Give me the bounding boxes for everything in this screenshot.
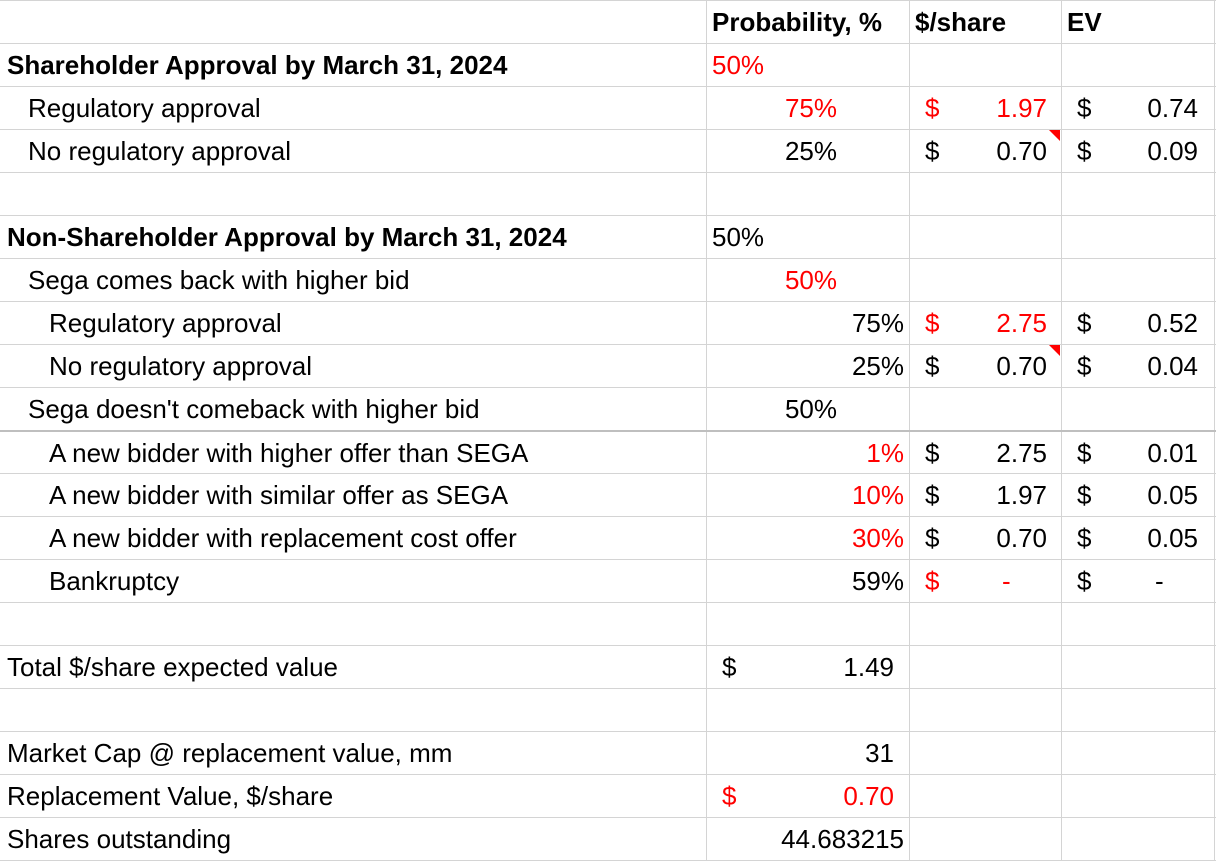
row-divider	[0, 344, 1216, 345]
ev-cell[interactable]: 0.04	[1147, 351, 1198, 381]
header-probability[interactable]: Probability, %	[712, 7, 882, 37]
currency-symbol: $	[1077, 351, 1092, 381]
row-divider	[0, 43, 1216, 44]
row-label[interactable]: Replacement Value, $/share	[7, 781, 334, 811]
row-divider	[0, 129, 1216, 130]
currency-symbol: $	[925, 566, 940, 596]
row-label[interactable]: No regulatory approval	[49, 351, 313, 381]
row-label[interactable]: A new bidder with higher offer than SEGA	[49, 438, 529, 468]
price-per-share-cell[interactable]: 0.70	[996, 351, 1047, 381]
probability-cell[interactable]: 25%	[851, 351, 904, 381]
row-label[interactable]: A new bidder with replacement cost offer	[49, 523, 517, 553]
probability-cell[interactable]: 75%	[784, 93, 837, 123]
probability-cell[interactable]: 50%	[712, 222, 765, 252]
ev-cell[interactable]: 0.74	[1147, 93, 1198, 123]
price-per-share-cell[interactable]: -	[1002, 566, 1011, 596]
currency-symbol: $	[925, 523, 940, 553]
currency-symbol: $	[722, 652, 737, 682]
currency-symbol: $	[1077, 93, 1092, 123]
row-label[interactable]: Shareholder Approval by March 31, 2024	[7, 50, 508, 80]
row-label[interactable]: Bankruptcy	[49, 566, 180, 596]
probability-cell[interactable]: 25%	[784, 136, 837, 166]
row-divider	[0, 645, 1216, 646]
currency-symbol: $	[925, 136, 940, 166]
price-per-share-cell[interactable]: 2.75	[996, 308, 1047, 338]
probability-cell[interactable]: 50%	[712, 50, 765, 80]
value-cell[interactable]: 0.70	[843, 781, 894, 811]
price-per-share-cell[interactable]: 0.70	[996, 136, 1047, 166]
row-label[interactable]: No regulatory approval	[28, 136, 292, 166]
price-per-share-cell[interactable]: 1.97	[996, 480, 1047, 510]
row-divider	[0, 301, 1216, 302]
row-label[interactable]: Regulatory approval	[49, 308, 282, 338]
header-per-share[interactable]: $/share	[915, 7, 1007, 37]
probability-cell[interactable]: 10%	[851, 480, 904, 510]
row-divider	[0, 430, 1216, 432]
probability-cell[interactable]: 75%	[851, 308, 904, 338]
price-per-share-cell[interactable]: 1.97	[996, 93, 1047, 123]
ev-cell[interactable]: 0.05	[1147, 480, 1198, 510]
currency-symbol: $	[925, 351, 940, 381]
currency-symbol: $	[925, 308, 940, 338]
row-divider	[0, 0, 1216, 1]
currency-symbol: $	[1077, 523, 1092, 553]
currency-symbol: $	[925, 438, 940, 468]
row-divider	[0, 774, 1216, 775]
value-cell[interactable]: 1.49	[843, 652, 894, 682]
ev-cell[interactable]: 0.01	[1147, 438, 1198, 468]
row-label[interactable]: Market Cap @ replacement value, mm	[7, 738, 453, 768]
row-divider	[0, 817, 1216, 818]
currency-symbol: $	[925, 93, 940, 123]
currency-symbol: $	[1077, 136, 1092, 166]
row-label[interactable]: Shares outstanding	[7, 824, 232, 854]
currency-symbol: $	[925, 480, 940, 510]
value-cell[interactable]: 31	[865, 738, 894, 768]
currency-symbol: $	[1077, 480, 1092, 510]
row-divider	[0, 172, 1216, 173]
row-divider	[0, 731, 1216, 732]
ev-cell[interactable]: 0.05	[1147, 523, 1198, 553]
comment-indicator[interactable]	[1049, 345, 1060, 356]
row-divider	[0, 86, 1216, 87]
ev-cell[interactable]: 0.09	[1147, 136, 1198, 166]
row-label[interactable]: Sega doesn't comeback with higher bid	[28, 394, 480, 424]
ev-cell[interactable]: 0.52	[1147, 308, 1198, 338]
value-cell[interactable]: 44.683215	[781, 824, 904, 854]
row-label[interactable]: Total $/share expected value	[7, 652, 338, 682]
header-ev[interactable]: EV	[1067, 7, 1102, 37]
probability-cell[interactable]: 30%	[851, 523, 904, 553]
row-divider	[0, 602, 1216, 603]
probability-cell[interactable]: 1%	[866, 438, 904, 468]
comment-indicator[interactable]	[1049, 130, 1060, 141]
row-divider	[0, 387, 1216, 388]
price-per-share-cell[interactable]: 2.75	[996, 438, 1047, 468]
row-divider	[0, 688, 1216, 689]
row-label[interactable]: Non-Shareholder Approval by March 31, 20…	[7, 222, 567, 252]
probability-cell[interactable]: 50%	[784, 265, 837, 295]
row-label[interactable]: A new bidder with similar offer as SEGA	[49, 480, 509, 510]
row-divider	[0, 473, 1216, 474]
ev-cell[interactable]: -	[1155, 566, 1164, 596]
currency-symbol: $	[722, 781, 737, 811]
currency-symbol: $	[1077, 308, 1092, 338]
price-per-share-cell[interactable]: 0.70	[996, 523, 1047, 553]
probability-cell[interactable]: 59%	[851, 566, 904, 596]
row-divider	[0, 258, 1216, 259]
row-divider	[0, 516, 1216, 517]
probability-cell[interactable]: 50%	[784, 394, 837, 424]
row-divider	[0, 215, 1216, 216]
row-label[interactable]: Regulatory approval	[28, 93, 261, 123]
row-divider	[0, 559, 1216, 560]
currency-symbol: $	[1077, 438, 1092, 468]
currency-symbol: $	[1077, 566, 1092, 596]
row-label[interactable]: Sega comes back with higher bid	[28, 265, 410, 295]
